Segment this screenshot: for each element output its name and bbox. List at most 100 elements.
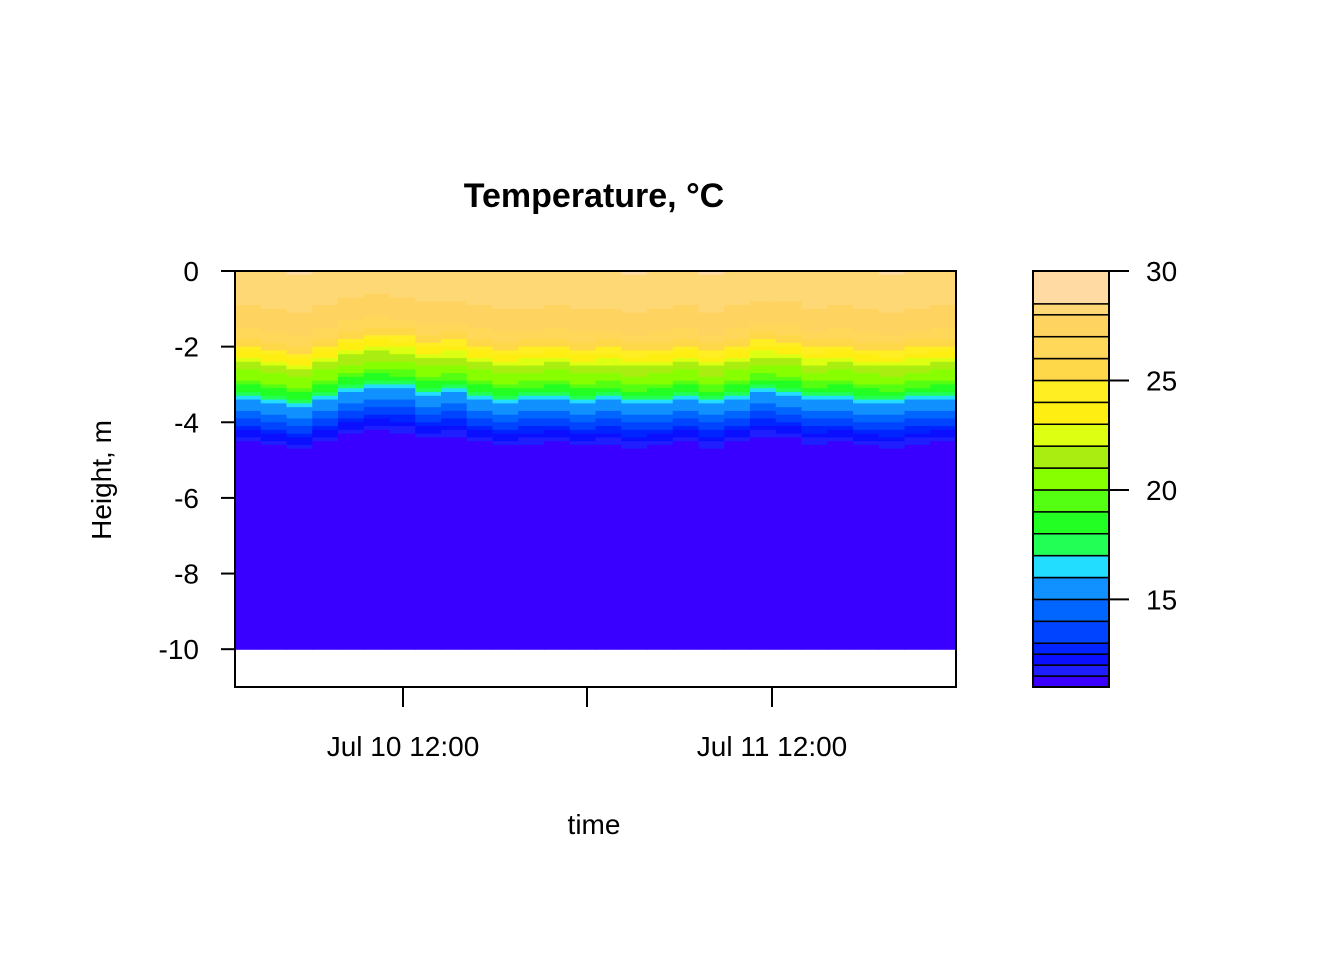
heatmap-cell — [878, 622, 906, 628]
heatmap-cell — [775, 384, 803, 389]
heatmap-cell — [698, 342, 725, 348]
heatmap-cell — [518, 286, 545, 291]
heatmap-cell — [338, 323, 365, 329]
heatmap-cell — [312, 301, 339, 306]
heatmap-cell — [595, 312, 622, 317]
heatmap-cell — [878, 399, 906, 404]
heatmap-cell — [569, 611, 597, 616]
heatmap-cell — [389, 407, 416, 412]
heatmap-cell — [698, 335, 725, 340]
heatmap-cell — [363, 399, 391, 404]
heatmap-cell — [415, 531, 442, 537]
heatmap-cell — [698, 286, 725, 291]
heatmap-cell — [775, 289, 803, 295]
heatmap-cell — [260, 373, 288, 378]
heatmap-cell — [904, 365, 931, 370]
heatmap-cell — [801, 437, 828, 442]
heatmap-cell — [775, 486, 803, 491]
heatmap-cell — [389, 384, 416, 389]
heatmap-cell — [621, 592, 648, 597]
heatmap-cell — [672, 361, 700, 367]
heatmap-cell — [853, 452, 880, 457]
heatmap-cell — [569, 395, 597, 401]
heatmap-cell — [338, 384, 365, 389]
heatmap-cell — [544, 327, 571, 333]
heatmap-cell — [389, 444, 416, 450]
heatmap-cell — [312, 577, 339, 582]
heatmap-cell — [518, 429, 545, 435]
heatmap-cell — [544, 497, 571, 503]
heatmap-cell — [930, 645, 957, 650]
heatmap-cell — [286, 543, 313, 548]
heatmap-cell — [389, 278, 416, 283]
heatmap-cell — [724, 271, 751, 276]
heatmap-cell — [853, 346, 880, 352]
heatmap-cell — [621, 282, 648, 287]
heatmap-cell — [904, 323, 931, 329]
heatmap-cell — [235, 531, 262, 537]
heatmap-cell — [518, 354, 545, 359]
heatmap-cell — [672, 569, 700, 575]
heatmap-cell — [518, 320, 545, 325]
heatmap-cell — [415, 286, 442, 291]
heatmap-cell — [878, 403, 906, 408]
heatmap-cell — [389, 611, 416, 616]
heatmap-cell — [878, 501, 906, 507]
heatmap-cell — [235, 543, 262, 548]
chart-title: Temperature, °C — [464, 177, 724, 215]
heatmap-cell — [389, 448, 416, 454]
heatmap-cell — [775, 441, 803, 446]
heatmap-cell — [878, 282, 906, 287]
heatmap-cell — [621, 426, 648, 431]
heatmap-cell — [260, 369, 288, 374]
heatmap-cell — [827, 274, 854, 280]
heatmap-cell — [389, 350, 416, 355]
heatmap-cell — [569, 513, 597, 518]
heatmap-cell — [595, 380, 622, 386]
heatmap-cell — [878, 429, 906, 435]
heatmap-cell — [569, 592, 597, 597]
heatmap-cell — [672, 388, 700, 393]
heatmap-cell — [389, 308, 416, 314]
heatmap-cell — [621, 573, 648, 578]
heatmap-cell — [312, 305, 339, 310]
heatmap-cell — [595, 361, 622, 367]
heatmap-cell — [724, 286, 751, 291]
heatmap-cell — [235, 550, 262, 556]
heatmap-cell — [518, 426, 545, 431]
heatmap-cell — [750, 494, 777, 499]
heatmap-cell — [930, 339, 957, 344]
heatmap-cell — [750, 497, 777, 503]
heatmap-cell — [338, 361, 365, 367]
heatmap-cell — [415, 637, 442, 643]
heatmap-cell — [389, 376, 416, 382]
heatmap-cell — [235, 282, 262, 287]
heatmap-cell — [492, 622, 519, 628]
heatmap-cell — [904, 388, 931, 393]
heatmap-cell — [569, 516, 597, 522]
heatmap-cell — [750, 433, 777, 438]
heatmap-cell — [415, 475, 442, 480]
heatmap-cell — [286, 433, 313, 438]
heatmap-cell — [518, 399, 545, 404]
heatmap-cell — [415, 592, 442, 597]
heatmap-cell — [698, 565, 725, 571]
heatmap-cell — [466, 505, 494, 510]
heatmap-cell — [569, 479, 597, 484]
heatmap-cell — [724, 293, 751, 299]
heatmap-cell — [801, 562, 828, 567]
heatmap-cell — [415, 645, 442, 650]
heatmap-cell — [853, 471, 880, 476]
heatmap-cell — [338, 630, 365, 635]
heatmap-cell — [544, 554, 571, 560]
heatmap-cell — [595, 494, 622, 499]
heatmap-cell — [672, 331, 700, 336]
heatmap-cell — [441, 437, 468, 442]
heatmap-cell — [827, 634, 854, 639]
heatmap-cell — [235, 312, 262, 317]
heatmap-cell — [363, 641, 391, 646]
heatmap-cell — [389, 588, 416, 594]
heatmap-cell — [544, 376, 571, 382]
heatmap-cells — [235, 271, 957, 650]
heatmap-cell — [595, 456, 622, 461]
